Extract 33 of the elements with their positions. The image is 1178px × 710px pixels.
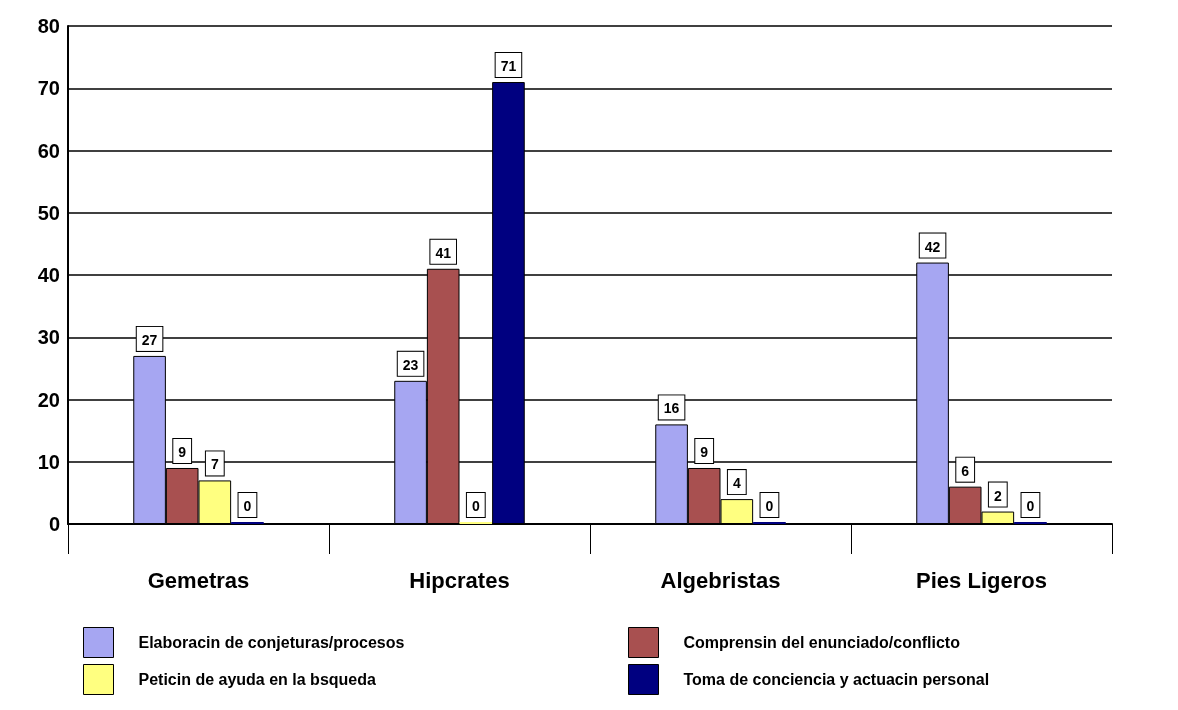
data-label: 23 [402, 356, 419, 373]
y-tick-label: 40 [37, 264, 60, 286]
legend-label: Peticin de ayuda en la bsqueda [138, 671, 377, 688]
data-label: 0 [765, 498, 774, 514]
data-label: 2 [993, 487, 1002, 504]
data-label: 7 [210, 456, 219, 473]
data-label: 9 [178, 443, 187, 460]
data-label: 27 [141, 331, 158, 348]
data-label: 9 [700, 443, 709, 460]
y-tick-label: 60 [37, 139, 60, 162]
legend-label: Elaboracin de conjeturas/procesos [138, 634, 405, 651]
y-tick-label: 10 [37, 450, 60, 473]
data-label: 41 [435, 244, 452, 261]
y-tick-label: 70 [37, 77, 60, 100]
data-label: 0 [471, 498, 480, 514]
data-label: 42 [924, 238, 941, 255]
y-tick-label: 50 [37, 201, 60, 224]
legend-label: Comprensin del enunciado/conflicto [683, 634, 961, 651]
x-tick-label: Gemetras [147, 567, 250, 593]
data-label: 16 [663, 400, 680, 417]
x-tick-label: Hipcrates [409, 567, 510, 593]
y-tick-label: 80 [37, 15, 60, 37]
x-tick-label: Pies Ligeros [916, 567, 1047, 593]
y-tick-label: 30 [37, 326, 60, 349]
y-tick-label: 0 [48, 513, 60, 535]
x-tick-label: Algebristas [660, 567, 781, 593]
data-label: 4 [732, 475, 741, 492]
data-label: 6 [961, 462, 970, 479]
y-tick-label: 20 [37, 388, 60, 411]
data-label: 0 [243, 498, 252, 514]
data-label: 71 [500, 58, 517, 75]
legend-label: Toma de conciencia y actuacin personal [683, 671, 990, 688]
data-label: 0 [1026, 498, 1035, 514]
